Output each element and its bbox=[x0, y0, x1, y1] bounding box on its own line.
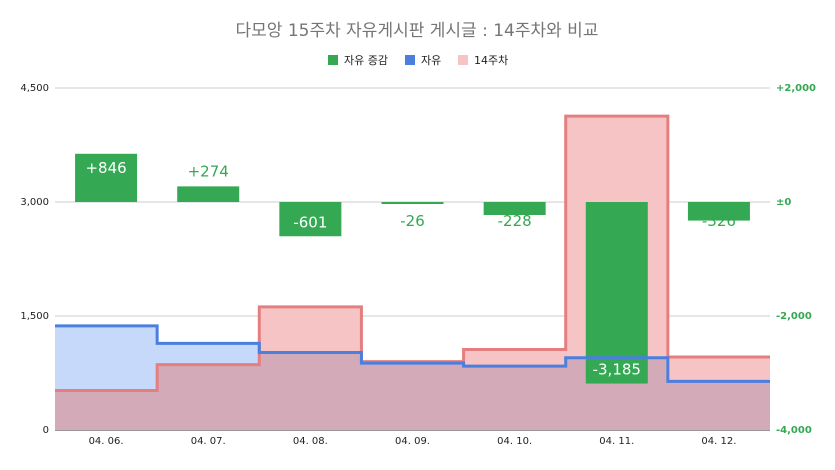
jayu-step-line bbox=[55, 324, 770, 383]
right-axis-tick-label: -2,000 bbox=[776, 311, 812, 322]
change-bar bbox=[483, 202, 546, 215]
data-label: -26 bbox=[400, 212, 425, 230]
data-label: +846 bbox=[85, 159, 126, 177]
legend-label-week14: 14주차 bbox=[474, 54, 508, 67]
x-axis-tick-label: 04. 12. bbox=[701, 436, 736, 447]
x-axis-tick-label: 04. 08. bbox=[293, 436, 328, 447]
axes: 0 1,500 3,000 4,500 -4,000 -2,000 ±0 +2,000 04. … bbox=[20, 83, 816, 447]
week14-step-line bbox=[55, 114, 770, 392]
data-label: -326 bbox=[702, 212, 736, 230]
x-axis-tick-label: 04. 07. bbox=[191, 436, 226, 447]
data-label: -3,185 bbox=[593, 361, 641, 379]
x-axis-tick-label: 04. 09. bbox=[395, 436, 430, 447]
chart-title: 다모앙 15주차 자유게시판 게시글 : 14주차와 비교 bbox=[236, 21, 599, 41]
x-axis-tick-label: 04. 11. bbox=[599, 436, 634, 447]
legend: 자유 증감 자유 14주차 bbox=[328, 54, 508, 67]
left-axis-tick-label: 1,500 bbox=[20, 311, 49, 322]
left-axis-tick-label: 0 bbox=[43, 425, 49, 436]
right-axis-tick-label: +2,000 bbox=[776, 83, 816, 94]
change-bar bbox=[177, 186, 240, 202]
legend-swatch-week14 bbox=[458, 55, 468, 65]
plot-areas bbox=[55, 116, 770, 431]
legend-swatch-change bbox=[328, 55, 338, 65]
left-axis-tick-label: 4,500 bbox=[20, 83, 49, 94]
x-axis-tick-label: 04. 10. bbox=[497, 436, 532, 447]
data-label: -601 bbox=[293, 213, 327, 231]
change-bar bbox=[279, 202, 342, 237]
step-lines bbox=[55, 114, 770, 392]
right-axis-tick-label: -4,000 bbox=[776, 425, 812, 436]
change-bar bbox=[75, 153, 138, 202]
change-bars bbox=[75, 153, 750, 384]
legend-label-change: 자유 증감 bbox=[344, 54, 388, 67]
right-axis-tick-label: ±0 bbox=[776, 197, 791, 208]
data-label: -228 bbox=[498, 212, 532, 230]
change-bar bbox=[381, 202, 444, 204]
legend-label-jayu: 자유 bbox=[421, 54, 441, 67]
data-labels: +846 +274 -601 -26 -228 -3,185 -326 bbox=[85, 159, 735, 379]
change-bar bbox=[585, 202, 648, 384]
left-axis-tick-label: 3,000 bbox=[20, 197, 49, 208]
change-bar bbox=[687, 202, 750, 221]
legend-swatch-jayu bbox=[405, 55, 415, 65]
x-axis-tick-label: 04. 06. bbox=[89, 436, 124, 447]
data-label: +274 bbox=[188, 162, 229, 180]
